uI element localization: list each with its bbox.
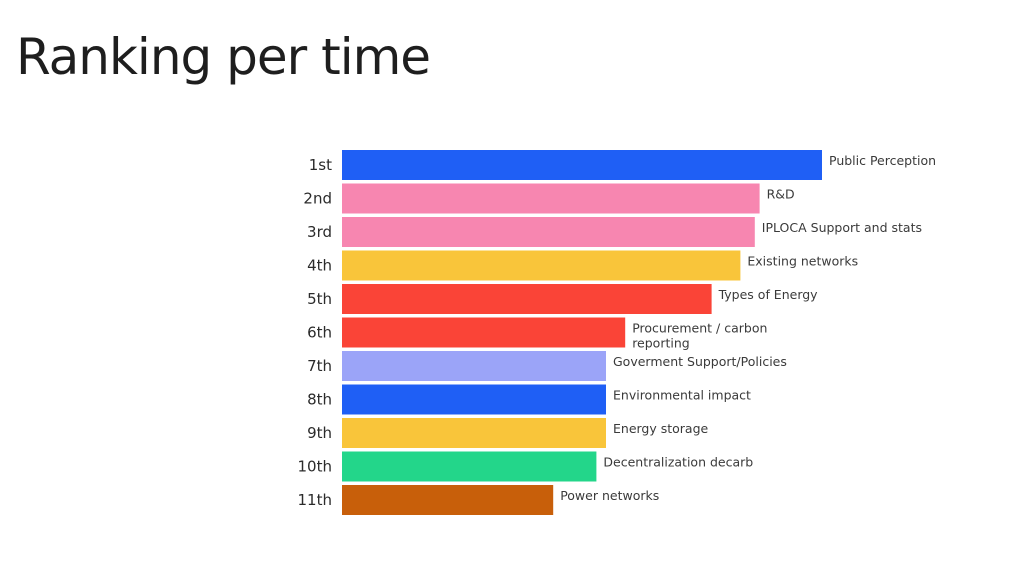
rank-labels: 1st 2nd 3rd 4th 5th 6th 7th 8th 9th 10th 11th	[298, 156, 333, 509]
bar-label: Public Perception	[829, 153, 936, 168]
bars	[342, 150, 822, 515]
rank-label: 6th	[307, 324, 332, 342]
bar-label: R&D	[767, 187, 795, 202]
bar	[342, 250, 741, 281]
rank-label: 5th	[307, 290, 332, 308]
bar	[342, 217, 755, 247]
bar	[342, 284, 712, 314]
rank-label: 2nd	[303, 190, 332, 208]
bar	[342, 384, 606, 415]
bar-label: Existing networks	[747, 254, 858, 269]
rank-label: 1st	[309, 156, 332, 174]
bar-label: Types of Energy	[718, 287, 819, 302]
bar-label: Power networks	[560, 488, 659, 503]
bar	[342, 183, 760, 214]
bar	[342, 351, 606, 381]
bar	[342, 317, 626, 348]
bar	[342, 485, 554, 515]
bar	[342, 150, 822, 180]
rank-label: 8th	[307, 391, 332, 409]
bar	[342, 418, 606, 448]
rank-label: 7th	[307, 357, 332, 375]
bar-label: Decentralization decarb	[603, 455, 753, 470]
page-title: Ranking per time	[16, 28, 431, 86]
bar	[342, 451, 597, 482]
rank-label: 11th	[298, 491, 332, 509]
bar-label: reporting	[632, 336, 690, 351]
rank-label: 3rd	[307, 223, 332, 241]
bar-label: Energy storage	[613, 421, 709, 436]
rank-label: 4th	[307, 257, 332, 275]
bar-label: Procurement / carbon	[632, 321, 767, 336]
bar-label: IPLOCA Support and stats	[762, 220, 922, 235]
rank-label: 10th	[298, 458, 332, 476]
bar-label: Goverment Support/Policies	[613, 354, 787, 369]
bar-label: Environmental impact	[613, 388, 751, 403]
bar-labels: Public Perception R&D IPLOCA Support and s…	[560, 153, 936, 503]
rank-label: 9th	[307, 424, 332, 442]
